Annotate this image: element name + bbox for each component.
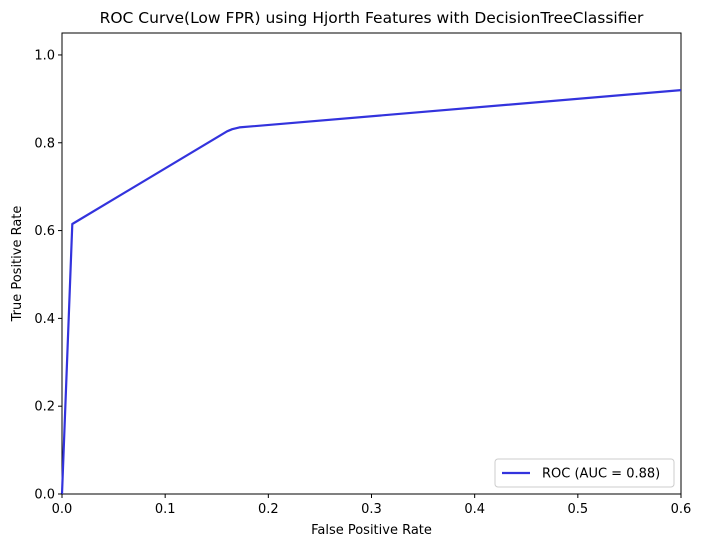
x-tick-label: 0.3 xyxy=(361,502,382,517)
y-tick-label: 0.4 xyxy=(34,312,55,327)
plot-area xyxy=(60,32,682,495)
legend: ROC (AUC = 0.88) xyxy=(494,458,675,488)
x-tick-label: 0.2 xyxy=(258,502,279,517)
roc-curve-line xyxy=(60,89,682,495)
y-tick-label: 1.0 xyxy=(34,48,55,63)
legend-box xyxy=(494,458,675,488)
y-tick-label: 0.6 xyxy=(34,224,55,239)
y-tick-label: 0.0 xyxy=(34,488,55,503)
chart-title: ROC Curve(Low FPR) using Hjorth Features… xyxy=(100,9,644,27)
x-tick-label: 0.0 xyxy=(52,502,73,517)
y-axis-ticks: 0.0 0.2 0.4 0.6 0.8 1.0 xyxy=(34,48,62,503)
x-tick-label: 0.6 xyxy=(671,502,692,517)
y-tick-label: 0.2 xyxy=(34,400,55,415)
x-axis-title: False Positive Rate xyxy=(311,523,432,538)
y-tick-label: 0.8 xyxy=(34,136,55,151)
x-tick-label: 0.1 xyxy=(155,502,176,517)
y-axis-title: True Positive Rate xyxy=(10,206,25,323)
x-axis-ticks: 0.0 0.1 0.2 0.3 0.4 0.5 0.6 xyxy=(52,494,692,517)
legend-label-roc: ROC (AUC = 0.88) xyxy=(542,467,660,482)
x-tick-label: 0.4 xyxy=(464,502,485,517)
plot-frame xyxy=(61,32,682,495)
x-tick-label: 0.5 xyxy=(567,502,588,517)
